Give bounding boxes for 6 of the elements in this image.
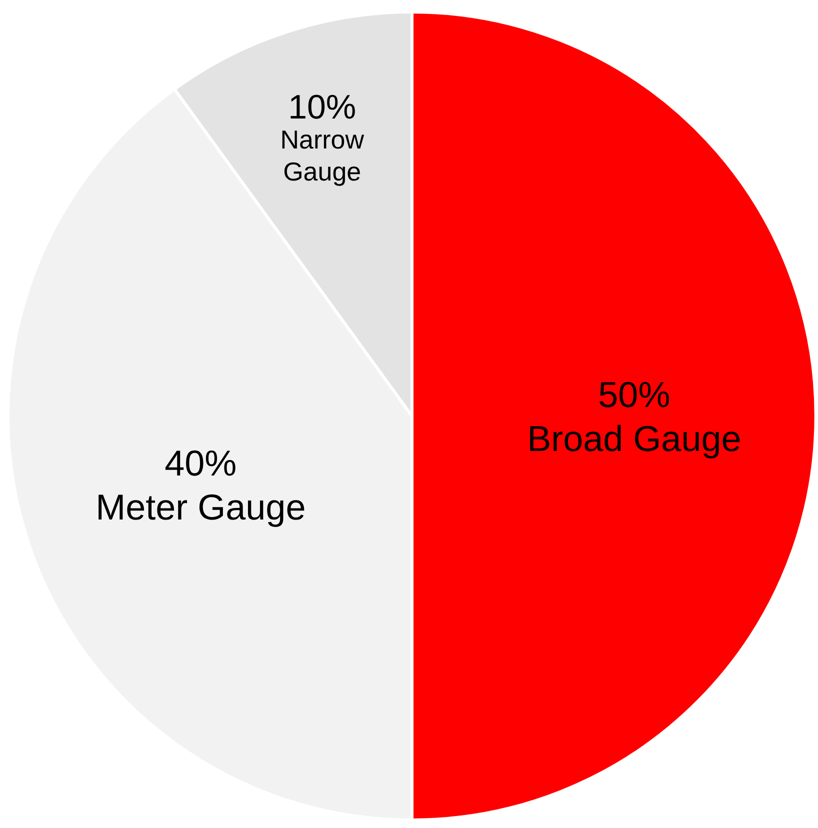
data-label: 10% (288, 88, 356, 126)
slice-label: Narrow Gauge (280, 124, 364, 186)
slice-label: Broad Gauge (527, 418, 742, 458)
data-label: 50% (598, 374, 670, 414)
data-label: 40% (164, 442, 237, 484)
slice-label: Meter Gauge (96, 486, 306, 528)
